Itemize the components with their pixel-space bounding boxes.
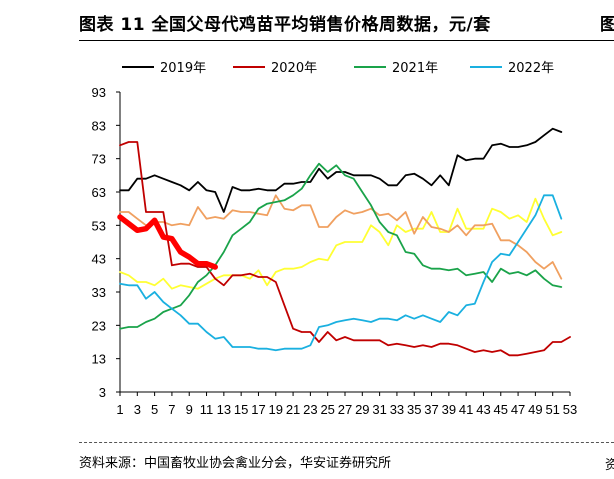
x-tick-label: 35 [407,402,421,417]
x-tick-label: 31 [372,402,386,417]
x-tick-label: 47 [511,402,525,417]
series-line-s2022 [119,194,563,352]
legend-label: 2022年 [508,61,554,76]
x-tick-label: 15 [234,402,248,417]
x-axis: 1 3 5 7 9 11 13 15 17 19 21 23 25 27 29 31 33 35 37 39 41 43 4… [116,391,577,417]
chart-title: 图表 11 全国父母代鸡苗平均销售价格周数据，元/套 [79,15,491,35]
x-tick-label: 11 [200,402,214,417]
y-tick-label: 33 [92,285,106,300]
legend-label: 2021年 [392,61,438,76]
x-tick-label: 25 [320,402,334,417]
y-tick-label: 3 [99,385,106,400]
x-tick-label: 17 [251,402,265,417]
x-tick-label: 37 [424,402,438,417]
y-tick-label: 13 [92,352,106,367]
legend: 2019年 2020年 2021年 2022年 [122,61,554,76]
y-tick-label: 83 [92,118,106,133]
x-tick-label: 43 [476,402,490,417]
series-line-yellow [119,197,563,290]
series-line-orange [119,194,563,280]
x-tick-label: 27 [338,402,352,417]
series-line-s2019 [119,127,563,213]
x-tick-label: 23 [303,402,317,417]
x-tick-label: 49 [528,402,542,417]
legend-label: 2019年 [160,61,206,76]
x-tick-label: 19 [269,402,283,417]
x-tick-label: 51 [545,402,559,417]
x-tick-label: 29 [355,402,369,417]
legend-label: 2020年 [271,61,317,76]
x-tick-label: 5 [151,402,158,417]
x-tick-label: 13 [217,402,231,417]
x-tick-label: 33 [390,402,404,417]
series-line-s2020 [119,141,571,357]
x-tick-label: 9 [186,402,193,417]
y-tick-label: 93 [92,85,106,100]
x-tick-label: 1 [116,402,123,417]
y-tick-label: 43 [92,252,106,267]
y-axis: 3 13 23 33 43 53 63 73 83 93 [92,85,121,400]
x-tick-label: 53 [563,402,577,417]
x-tick-label: 7 [168,402,175,417]
series-line-s2021 [119,162,563,330]
x-tick-label: 41 [459,402,473,417]
y-tick-label: 63 [92,185,106,200]
x-tick-label: 21 [286,402,300,417]
series-layer [117,127,571,357]
y-tick-label: 53 [92,218,106,233]
source-note: 资料来源：中国畜牧业协会禽业分会，华安证券研究所 [79,456,392,471]
x-tick-label: 45 [494,402,508,417]
y-tick-label: 73 [92,152,106,167]
title-rule [79,40,614,41]
series-line-thick_red [117,214,218,270]
clipped-adjacent-title-glyph: 图 [600,15,614,35]
y-tick-label: 23 [92,318,106,333]
clipped-adjacent-source-glyph: 资 [605,458,614,473]
x-tick-label: 3 [134,402,141,417]
x-tick-label: 39 [442,402,456,417]
source-rule [79,442,614,443]
